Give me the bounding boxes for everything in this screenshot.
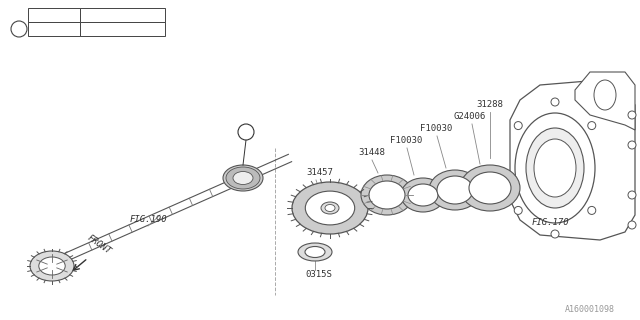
Text: FIG.190: FIG.190 (129, 215, 167, 224)
Polygon shape (510, 80, 635, 240)
Text: G24006: G24006 (453, 112, 485, 121)
Ellipse shape (298, 243, 332, 261)
Ellipse shape (233, 172, 253, 185)
Ellipse shape (408, 184, 438, 206)
Text: F10030: F10030 (390, 136, 422, 145)
Ellipse shape (401, 178, 445, 212)
Ellipse shape (515, 113, 595, 223)
Bar (28, 8, 80, 22)
Circle shape (628, 221, 636, 229)
Circle shape (11, 21, 27, 37)
Bar (80, 22, 165, 36)
Text: 31457: 31457 (306, 168, 333, 177)
Ellipse shape (361, 175, 413, 215)
Text: <'07MY0608-   >: <'07MY0608- > (83, 25, 162, 34)
Circle shape (628, 141, 636, 149)
Text: <  -'07MY0608>: < -'07MY0608> (86, 11, 159, 20)
Text: 1: 1 (243, 127, 249, 137)
Text: FRONT: FRONT (85, 233, 112, 256)
Text: G23901: G23901 (38, 11, 70, 20)
Text: 31288: 31288 (476, 100, 503, 109)
Text: F10030: F10030 (420, 124, 452, 133)
Ellipse shape (230, 170, 256, 186)
Ellipse shape (594, 80, 616, 110)
Text: G24006: G24006 (38, 25, 70, 34)
Ellipse shape (534, 139, 576, 197)
Circle shape (628, 111, 636, 119)
Ellipse shape (292, 182, 368, 234)
Circle shape (588, 122, 596, 130)
Circle shape (551, 230, 559, 238)
Text: A160001098: A160001098 (565, 306, 615, 315)
Circle shape (238, 124, 254, 140)
Bar (28, 22, 80, 36)
Circle shape (551, 98, 559, 106)
Ellipse shape (321, 202, 339, 214)
Ellipse shape (305, 191, 355, 225)
Ellipse shape (305, 246, 325, 258)
Ellipse shape (325, 204, 335, 212)
Circle shape (628, 191, 636, 199)
Circle shape (514, 206, 522, 214)
Ellipse shape (369, 181, 405, 209)
Ellipse shape (437, 176, 473, 204)
Ellipse shape (469, 172, 511, 204)
Ellipse shape (429, 170, 481, 210)
Text: 1: 1 (16, 24, 22, 34)
Bar (80, 8, 165, 22)
Ellipse shape (460, 165, 520, 211)
Text: 31448: 31448 (358, 148, 385, 157)
Text: FIG.170: FIG.170 (532, 218, 570, 227)
Polygon shape (575, 72, 635, 130)
Ellipse shape (226, 167, 260, 189)
Ellipse shape (39, 257, 65, 275)
Circle shape (588, 206, 596, 214)
Ellipse shape (30, 251, 74, 281)
Ellipse shape (223, 165, 263, 191)
Text: 0315S: 0315S (305, 270, 332, 279)
Ellipse shape (526, 128, 584, 208)
Circle shape (514, 122, 522, 130)
